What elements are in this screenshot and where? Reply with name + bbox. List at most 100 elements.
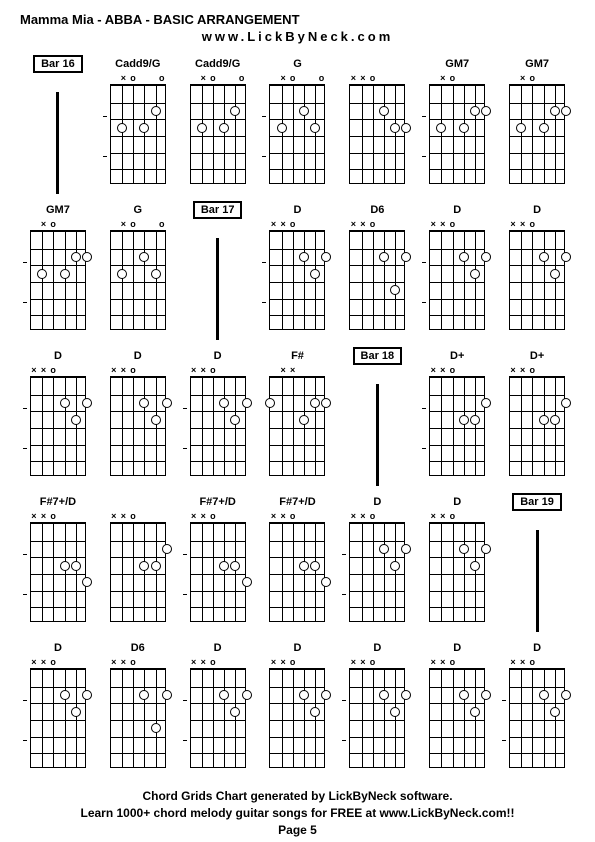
finger-dot bbox=[139, 252, 149, 262]
finger-dot bbox=[379, 690, 389, 700]
finger-dot bbox=[219, 561, 229, 571]
fretboard bbox=[30, 230, 86, 330]
fretboard bbox=[429, 668, 485, 768]
fretboard bbox=[190, 376, 246, 476]
fretboard bbox=[429, 376, 485, 476]
fretboard-wrap: ×oo bbox=[106, 74, 170, 184]
finger-dot bbox=[219, 690, 229, 700]
chord-diagram: F#7+/D××o bbox=[260, 494, 336, 632]
finger-dot bbox=[151, 561, 161, 571]
bar-divider-line bbox=[56, 92, 59, 194]
fretboard-wrap: ××o bbox=[186, 366, 250, 476]
fretboard-wrap: ×× bbox=[265, 366, 329, 476]
tick-marks bbox=[342, 670, 348, 767]
finger-dot bbox=[459, 252, 469, 262]
finger-dot bbox=[539, 690, 549, 700]
fretboard-wrap: ××o bbox=[505, 220, 569, 330]
fretboard bbox=[110, 84, 166, 184]
string-markers: ××o bbox=[429, 220, 485, 230]
fretboard-wrap: ×oo bbox=[186, 74, 250, 184]
finger-dot bbox=[516, 123, 526, 133]
chord-diagram: D ××o bbox=[499, 202, 575, 340]
fretboard-wrap: ××o bbox=[26, 512, 90, 622]
chord-diagram: ××o bbox=[100, 494, 176, 632]
finger-dot bbox=[539, 123, 549, 133]
chord-label: GM7 bbox=[46, 202, 70, 218]
chord-diagram: D××o bbox=[339, 494, 415, 632]
chord-diagram: D××o bbox=[499, 640, 575, 778]
chord-label: G bbox=[293, 56, 302, 72]
string-markers: ×oo bbox=[110, 74, 166, 84]
bar-marker: Bar 18 bbox=[339, 348, 415, 486]
tick-marks bbox=[502, 670, 508, 767]
fretboard-wrap: ××o bbox=[186, 658, 250, 768]
finger-dot bbox=[71, 252, 81, 262]
finger-dot bbox=[82, 577, 92, 587]
string-markers: ××o bbox=[349, 220, 405, 230]
finger-dot bbox=[561, 398, 571, 408]
fretboard bbox=[269, 522, 325, 622]
tick-marks bbox=[183, 670, 189, 767]
finger-dot bbox=[401, 544, 411, 554]
finger-dot bbox=[71, 707, 81, 717]
fretboard-wrap: ××o bbox=[265, 220, 329, 330]
chord-diagram: F#7+/D××o bbox=[180, 494, 256, 632]
finger-dot bbox=[310, 123, 320, 133]
finger-dot bbox=[37, 269, 47, 279]
finger-dot bbox=[299, 690, 309, 700]
chord-label: D bbox=[453, 640, 461, 656]
string-markers: ××o bbox=[30, 512, 86, 522]
bar-divider-line bbox=[376, 384, 379, 486]
fretboard-wrap: ××o bbox=[425, 366, 489, 476]
chord-diagram: D××o bbox=[260, 202, 336, 340]
string-markers: ××o bbox=[190, 658, 246, 668]
string-markers: ××o bbox=[269, 220, 325, 230]
fretboard-wrap: ×oo bbox=[265, 74, 329, 184]
fretboard bbox=[429, 522, 485, 622]
tick-marks bbox=[23, 232, 29, 329]
tick-marks bbox=[422, 378, 428, 475]
fretboard bbox=[269, 376, 325, 476]
finger-dot bbox=[310, 707, 320, 717]
chord-label: F#7+/D bbox=[199, 494, 235, 510]
footer: Chord Grids Chart generated by LickByNec… bbox=[20, 788, 575, 838]
finger-dot bbox=[539, 252, 549, 262]
chord-label: D bbox=[54, 348, 62, 364]
finger-dot bbox=[481, 398, 491, 408]
chord-label: D6 bbox=[131, 640, 145, 656]
string-markers: ××o bbox=[190, 366, 246, 376]
fretboard-wrap: ××o bbox=[26, 366, 90, 476]
finger-dot bbox=[71, 561, 81, 571]
fretboard-wrap: ××o bbox=[345, 658, 409, 768]
chord-diagram: D××o bbox=[419, 494, 495, 632]
tick-marks bbox=[23, 670, 29, 767]
chord-label: D bbox=[54, 640, 62, 656]
fretboard-wrap: ××o bbox=[505, 658, 569, 768]
bar-marker: Bar 16 bbox=[20, 56, 96, 194]
finger-dot bbox=[299, 252, 309, 262]
finger-dot bbox=[151, 723, 161, 733]
chord-label: D bbox=[214, 640, 222, 656]
fretboard bbox=[509, 230, 565, 330]
fretboard-wrap: ×o bbox=[505, 74, 569, 184]
string-markers: ××o bbox=[269, 658, 325, 668]
string-markers: ×× bbox=[269, 366, 325, 376]
finger-dot bbox=[60, 398, 70, 408]
chord-label: D bbox=[533, 202, 541, 218]
finger-dot bbox=[481, 544, 491, 554]
string-markers: ×o bbox=[30, 220, 86, 230]
chord-diagram: D××o bbox=[419, 640, 495, 778]
finger-dot bbox=[390, 707, 400, 717]
string-markers: ××o bbox=[110, 366, 166, 376]
finger-dot bbox=[230, 707, 240, 717]
fretboard-wrap: ×o bbox=[26, 220, 90, 330]
finger-dot bbox=[139, 123, 149, 133]
finger-dot bbox=[481, 252, 491, 262]
finger-dot bbox=[470, 269, 480, 279]
chord-diagram: F#×× bbox=[260, 348, 336, 486]
finger-dot bbox=[550, 415, 560, 425]
chord-label: GM7 bbox=[525, 56, 549, 72]
chord-diagram: G ×oo bbox=[260, 56, 336, 194]
finger-dot bbox=[561, 690, 571, 700]
chord-diagram: GM7 ×o bbox=[20, 202, 96, 340]
